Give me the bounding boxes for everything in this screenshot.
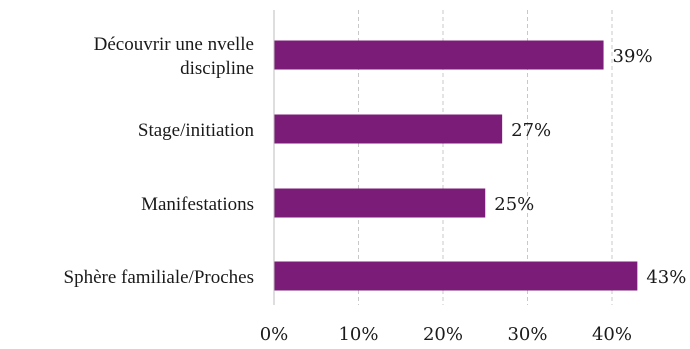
x-tick-label-10: 10% — [338, 324, 378, 345]
category-label-2: Manifestations — [141, 194, 254, 215]
category-label-3: Sphère familiale/Proches — [64, 267, 254, 288]
bar-2 — [274, 188, 486, 218]
x-tick-label-30: 30% — [507, 324, 547, 345]
x-tick-label-40: 40% — [592, 324, 632, 345]
value-label-1: 27% — [511, 120, 551, 141]
x-tick-label-20: 20% — [423, 324, 463, 345]
value-labels: 39% 27% 25% 43% — [494, 46, 686, 288]
bar-1 — [274, 114, 503, 144]
category-label-1: Stage/initiation — [138, 120, 255, 141]
category-labels: Découvrir une nvelle discipline Stage/init… — [64, 34, 255, 288]
bar-0 — [274, 40, 604, 70]
bar-3 — [274, 261, 638, 291]
x-tick-labels: 0% 10% 20% 30% 40% — [260, 324, 632, 345]
value-label-2: 25% — [494, 194, 534, 215]
x-tick-label-0: 0% — [260, 324, 289, 345]
value-label-3: 43% — [646, 267, 686, 288]
category-label-0-line-1: discipline — [180, 58, 254, 79]
value-label-0: 39% — [613, 46, 653, 67]
category-label-0-line-0: Découvrir une nvelle — [94, 34, 254, 55]
bars — [274, 40, 638, 291]
